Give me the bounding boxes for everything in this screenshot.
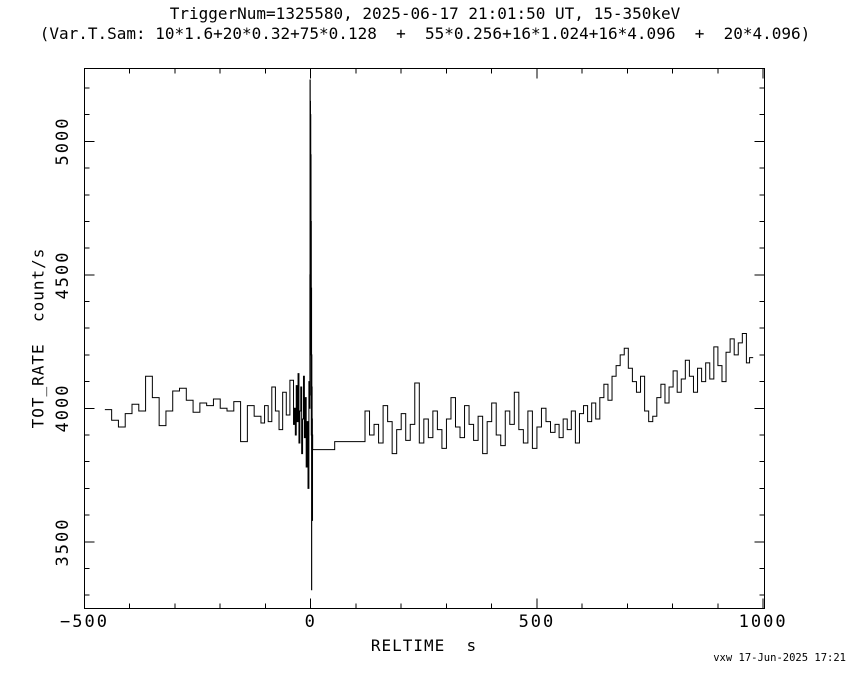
x-tick-label: 500 [518, 612, 556, 632]
timestamp-credit: vxw 17-Jun-2025 17:21 [713, 652, 846, 664]
x-tick-label: 1000 [738, 612, 788, 632]
chart-title-line2: (Var.T.Sam: 10*1.6+20*0.32+75*0.128 + 55… [39, 24, 811, 43]
y-tick-label: 5000 [53, 116, 73, 166]
y-tick-label: 3500 [53, 517, 73, 567]
y-tick-label: 4000 [53, 383, 73, 433]
y-tick-label: 4500 [53, 250, 73, 300]
chart-title-line1: TriggerNum=1325580, 2025-06-17 21:01:50 … [169, 4, 681, 23]
x-tick-label: −500 [60, 612, 109, 632]
x-axis-title: RELTIME s [370, 636, 478, 655]
x-tick-label: 0 [304, 612, 317, 632]
